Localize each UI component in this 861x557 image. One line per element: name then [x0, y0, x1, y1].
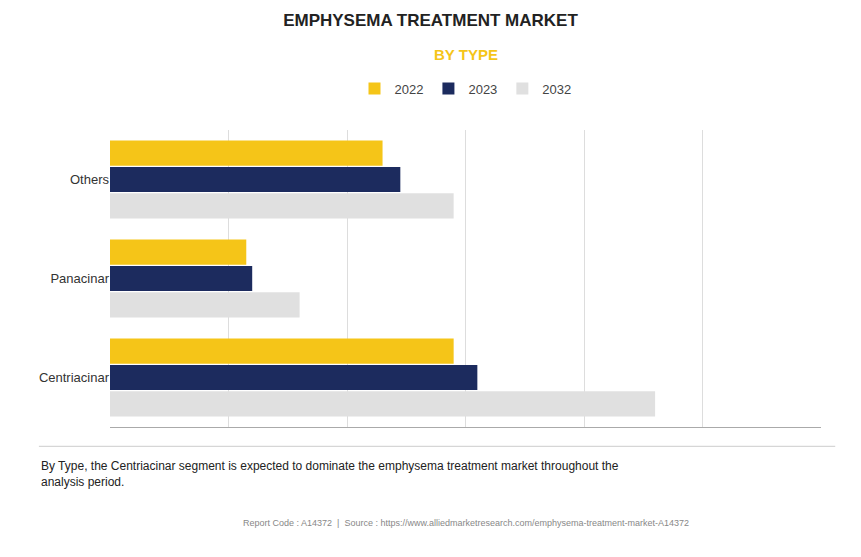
- svg-text:Panacinar: Panacinar: [50, 271, 109, 286]
- svg-text:EMPHYSEMA TREATMENT MARKET: EMPHYSEMA TREATMENT MARKET: [283, 11, 578, 30]
- svg-text:2032: 2032: [542, 82, 571, 97]
- svg-text:2022: 2022: [395, 82, 424, 97]
- svg-text:Centriacinar: Centriacinar: [39, 370, 110, 385]
- svg-text:By Type, the Centriacinar segm: By Type, the Centriacinar segment is exp…: [41, 459, 619, 489]
- svg-text:Others: Others: [70, 172, 110, 187]
- svg-text:BY TYPE: BY TYPE: [434, 46, 498, 63]
- svg-text:2023: 2023: [468, 82, 497, 97]
- svg-text:Report Code : A14372 | Sourc: Report Code : A14372 | Source : https://…: [243, 518, 689, 528]
